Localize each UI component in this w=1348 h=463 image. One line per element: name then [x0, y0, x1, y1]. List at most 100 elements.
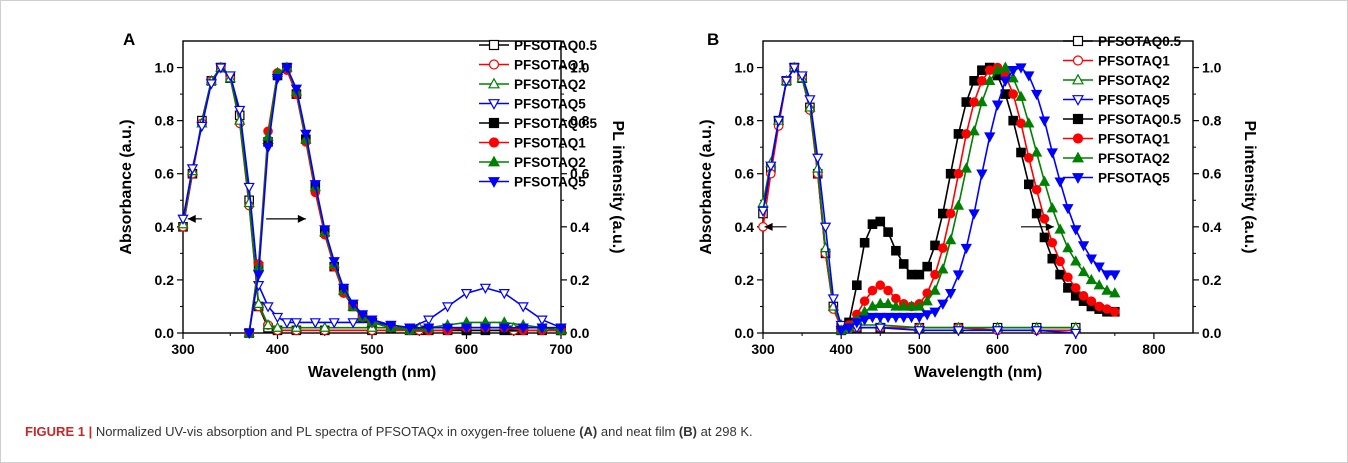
panel-a-series-point-7: [555, 323, 567, 334]
panel-b-xtick-label: 700: [1064, 341, 1088, 357]
panel-a-series-point-3: [328, 318, 340, 329]
panel-a-series-point-3: [224, 71, 236, 82]
panel-b-series-point-6: [937, 263, 949, 274]
panel-a-series-point-3: [290, 318, 303, 329]
panel-b-series-point-5: [859, 296, 870, 306]
panel-b-series-point-5: [930, 269, 940, 280]
panel-b-ylabel: Absorbance (a.u.): [698, 119, 715, 254]
panel-a-series-point-3: [441, 302, 454, 313]
panel-a-series-point-7: [328, 257, 340, 268]
panel-b-series-point-4: [1063, 283, 1073, 293]
panel-b-series-point-5: [1024, 153, 1034, 163]
panel-b-series-point-3: [765, 161, 777, 172]
panel-b-series-point-7: [952, 270, 965, 281]
panel-a-series-point-2: [234, 114, 246, 125]
panel-b-frame: [762, 40, 1194, 334]
panel-b-series-point-4: [875, 216, 886, 227]
panel-a-xtick-label: 400: [266, 341, 290, 357]
panel-a-series-point-7: [517, 323, 529, 334]
panel-b-series-point-7: [929, 307, 941, 318]
panel-b-series-point-5: [1016, 118, 1026, 129]
panel-a-series-point-3: [205, 79, 217, 90]
panel-b-series-point-4: [1070, 291, 1081, 301]
panel-b-series-point-5: [1039, 214, 1050, 224]
panel-b-series-point-7: [1031, 89, 1043, 101]
panel-a-ytick-label: 0.4: [155, 219, 175, 235]
panel-b-series-point-5: [1047, 237, 1058, 248]
panel-a-legend-marker-5: [488, 137, 500, 148]
panel-b-series-point-7: [1038, 116, 1051, 127]
panel-b-series-point-5: [867, 285, 878, 296]
panel-b-series-point-6: [1070, 255, 1082, 266]
panel-b-series-point-4: [883, 227, 893, 237]
panel-a-series-point-2: [319, 321, 331, 332]
panel-a-letter: A: [123, 30, 135, 49]
panel-a-series-point-7: [498, 323, 510, 334]
panel-b-series-point-7: [991, 100, 1004, 111]
caption-text-2: and neat film: [597, 424, 679, 439]
panel-a-legend-marker-2: [488, 77, 500, 89]
panel-a-series-point-3: [262, 302, 274, 313]
panel-b-series-point-5: [1078, 291, 1089, 301]
panel-b-series-point-5: [961, 129, 972, 139]
panel-b-legend-marker-2: [1072, 73, 1084, 85]
panel-b-series-point-7: [859, 315, 871, 326]
panel-b-series-point-4: [969, 76, 979, 86]
panel-b-series-point-6: [913, 300, 925, 311]
panel-b-series-point-6: [984, 74, 996, 85]
panel-a-y2tick-label: 0.2: [570, 272, 590, 288]
panel-a-arrowhead-1: [297, 214, 306, 223]
panel-b-xtick-label: 600: [986, 341, 1010, 357]
panel-b-y2tick-label: 0.8: [1202, 113, 1222, 129]
panel-b-series-point-7: [945, 289, 957, 300]
panel-a-series-point-7: [356, 310, 369, 321]
panel-a-series-point-3: [309, 318, 321, 329]
panel-a-series-point-3: [498, 289, 510, 300]
panel-a-series-point-7: [319, 225, 331, 236]
panel-b-legend-label-1: PFSOTAQ1: [1098, 54, 1170, 69]
panel-b-series-point-7: [1023, 71, 1035, 82]
panel-b-series-point-4: [852, 280, 862, 291]
panel-b-series-line-3: [763, 66, 1076, 334]
panel-b-series-point-3: [952, 326, 965, 337]
panel-b-series-point-5: [1031, 184, 1042, 195]
panel-b-letter: B: [707, 30, 719, 49]
panel-b-series-point-5: [1063, 272, 1073, 283]
panel-b-xtick-label: 800: [1142, 341, 1166, 357]
panel-a-xtick-label: 600: [455, 341, 479, 357]
panel-a-y2tick-label: 0.4: [570, 219, 590, 235]
panel-a-xtick-label: 500: [360, 341, 384, 357]
panel-b-ytick-label: 0.8: [735, 113, 755, 129]
panel-b-series-point-3: [788, 63, 800, 74]
panel-b-series-point-3: [991, 326, 1004, 337]
panel-b-series-point-4: [1031, 208, 1042, 219]
panel-b-series-point-7: [960, 243, 972, 255]
panel-b-series-point-6: [1031, 146, 1043, 157]
panel-b-series-point-6: [1015, 90, 1027, 101]
panel-a-legend-marker-3: [488, 99, 500, 110]
panel-a-legend-marker-6: [488, 155, 500, 167]
panel-b-series-point-7: [1093, 262, 1105, 273]
panel-a-series-point-7: [385, 320, 397, 332]
panel-a-legend-marker-4: [488, 117, 500, 129]
panel-b-series-point-4: [953, 129, 964, 139]
panel-b-ytick-label: 0.0: [735, 325, 755, 341]
panel-b-series-point-5: [969, 97, 979, 107]
panel-b-series-point-6: [976, 95, 988, 107]
panel-b-series-point-6: [1054, 223, 1066, 234]
panel-a-series-point-3: [186, 164, 199, 175]
panel-b-series-point-7: [1062, 204, 1074, 215]
panel-b-series-point-4: [961, 97, 972, 107]
panel-b-series-point-3: [796, 71, 808, 82]
panel-b-series-point-6: [1085, 273, 1097, 285]
panel-a-series-point-3: [479, 283, 492, 294]
panel-b-series-point-6: [1062, 241, 1074, 253]
panel-b-series-point-5: [1055, 256, 1065, 267]
panel-a-series-point-7: [423, 323, 435, 334]
panel-b-arrowhead-0: [764, 222, 773, 231]
panel-b-series-point-3: [819, 222, 832, 233]
panel-b-ytick-label: 0.2: [735, 272, 755, 288]
panel-a-xtick-label: 300: [171, 341, 195, 357]
panel-b-series-point-7: [874, 312, 886, 324]
